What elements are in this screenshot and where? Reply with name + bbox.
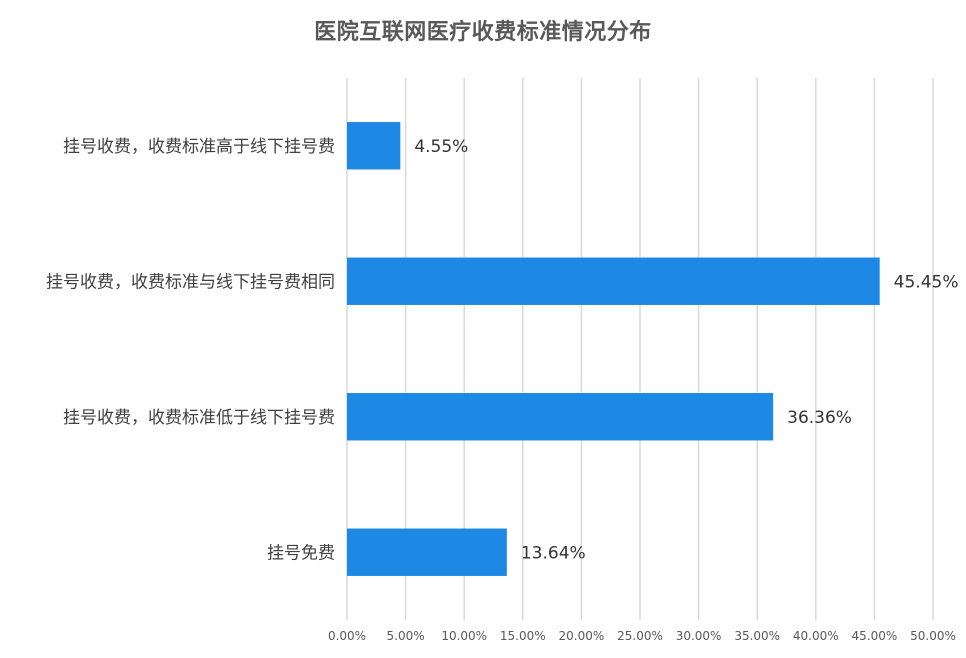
data-label: 4.55% [414, 137, 468, 157]
bars [347, 122, 880, 576]
category-label: 挂号收费，收费标准高于线下挂号费 [63, 137, 335, 157]
data-label: 36.36% [787, 408, 852, 428]
x-tick-label: 10.00% [441, 629, 487, 643]
x-tick-label: 20.00% [559, 629, 605, 643]
x-tick-label: 30.00% [676, 629, 722, 643]
x-tick-label: 5.00% [387, 629, 425, 643]
x-tick-label: 45.00% [852, 629, 898, 643]
gridlines [346, 78, 934, 620]
chart-title: 医院互联网医疗收费标准情况分布 [314, 20, 652, 45]
bar [347, 122, 401, 170]
bar [347, 393, 774, 441]
category-label: 挂号收费，收费标准与线下挂号费相同 [46, 272, 335, 292]
data-label: 45.45% [894, 272, 959, 292]
category-label: 挂号免费 [267, 543, 335, 563]
x-tick-label: 40.00% [793, 629, 839, 643]
x-tick-label: 0.00% [328, 629, 366, 643]
category-label: 挂号收费，收费标准低于线下挂号费 [63, 408, 335, 428]
data-label: 13.64% [521, 543, 586, 563]
x-tick-label: 15.00% [500, 629, 546, 643]
bar [347, 257, 880, 305]
bar [347, 528, 507, 576]
x-tick-label: 25.00% [617, 629, 663, 643]
x-tick-label: 35.00% [734, 629, 780, 643]
labels: 0.00% 5.00% 10.00% 15.00% 20.00% 25.00% 30.00%… [46, 137, 959, 643]
x-tick-label: 50.00% [910, 629, 956, 643]
